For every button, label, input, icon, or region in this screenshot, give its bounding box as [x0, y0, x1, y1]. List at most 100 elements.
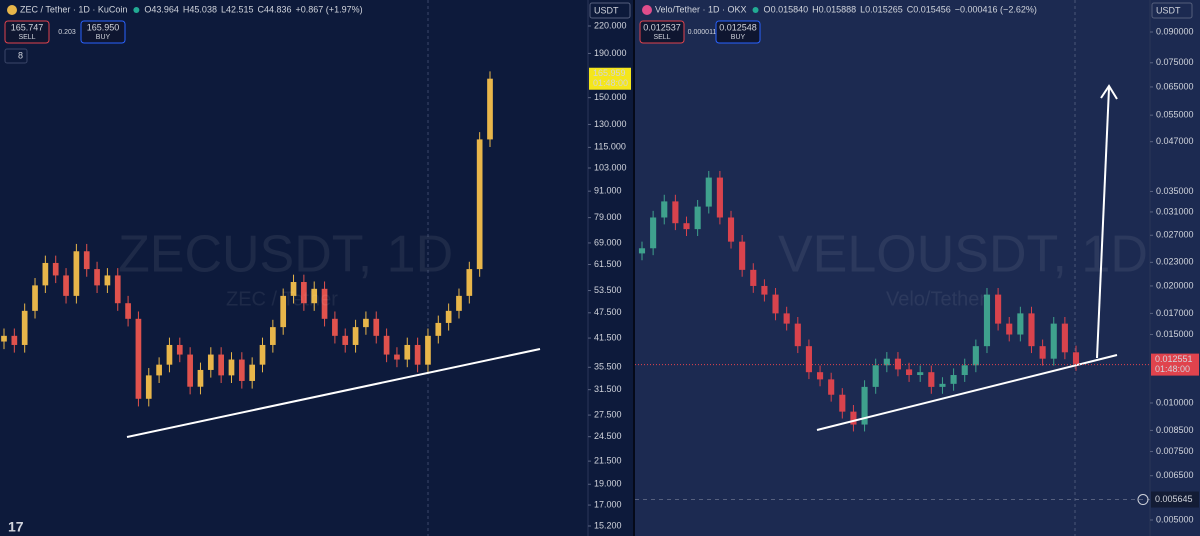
sell-button[interactable] — [639, 20, 685, 44]
y-tick-label: 0.075000 — [1156, 57, 1194, 67]
candle-body — [259, 344, 266, 365]
candle-body — [83, 251, 90, 270]
y-tick-label: 190.000 — [594, 48, 627, 58]
sell-label[interactable]: SELL — [18, 34, 35, 41]
arrow-head — [1100, 84, 1118, 100]
candle-body — [321, 288, 328, 319]
logo: 17 — [8, 519, 24, 535]
candle-body — [332, 318, 338, 336]
candle-body — [650, 217, 657, 249]
indicators-toggle[interactable] — [4, 48, 28, 64]
spread: 0.000011 — [688, 29, 717, 36]
candle-body — [638, 248, 646, 254]
currency-button[interactable] — [589, 2, 631, 19]
candle-body — [249, 364, 256, 381]
candle-body — [1028, 313, 1035, 347]
buy-label[interactable]: BUY — [731, 34, 746, 41]
symbol[interactable]: Velo/Tether · 1D · OKX — [655, 4, 747, 14]
candle-body — [73, 251, 80, 296]
candle-body — [311, 288, 318, 304]
candle-body — [176, 344, 183, 355]
candle-body — [218, 354, 224, 376]
symbol-icon — [642, 5, 652, 15]
currency-button[interactable] — [1151, 2, 1193, 19]
buy-price[interactable]: 165.950 — [87, 22, 120, 32]
spread: 0.203 — [58, 29, 76, 36]
candle-body — [11, 335, 18, 345]
candle-body — [94, 269, 100, 286]
buy-price[interactable]: 0.012548 — [719, 22, 757, 32]
watermark-sub: ZEC / Tether — [226, 288, 338, 310]
candle-body — [435, 322, 442, 336]
symbol[interactable]: ZEC / Tether · 1D · KuCoin — [20, 4, 127, 14]
candle-body — [972, 346, 979, 366]
candle-body — [805, 346, 812, 373]
candle-body — [861, 386, 868, 425]
sell-label[interactable]: SELL — [653, 34, 670, 41]
y-tick-label: 41.500 — [594, 332, 622, 342]
candle-body — [487, 78, 493, 140]
y-tick-label: 69.000 — [594, 237, 622, 247]
ohlc-key: O — [144, 4, 151, 14]
ohlc-key: L — [860, 4, 865, 14]
candle-body — [1072, 352, 1080, 364]
candle-body — [363, 318, 369, 328]
y-tick-label: 27.500 — [594, 409, 622, 419]
marks — [1, 71, 1080, 432]
indicators-count[interactable]: 8 — [18, 50, 23, 60]
status-dot — [752, 7, 759, 13]
candle-body — [238, 359, 245, 381]
price-tag: 0.012551 — [1155, 354, 1193, 364]
watermark: VELOUSDT, 1D — [778, 226, 1148, 284]
candle-body — [197, 369, 204, 387]
y-tick-label: 0.020000 — [1156, 280, 1194, 290]
price-tag-bg — [589, 67, 631, 90]
candle-body — [894, 358, 902, 370]
y-tick-label: 115.000 — [594, 142, 626, 152]
buy-label[interactable]: BUY — [96, 34, 111, 41]
buy-button[interactable] — [715, 20, 761, 44]
ohlc-value: 42.515 — [226, 4, 254, 14]
ohlc-value: 43.964 — [151, 4, 179, 14]
buy-button[interactable] — [80, 20, 126, 44]
candle-body — [342, 335, 349, 345]
candle-body — [404, 344, 411, 360]
crosshair-plus[interactable] — [1137, 494, 1149, 506]
ohlc-value: 45.038 — [189, 4, 217, 14]
candle-body — [783, 313, 790, 324]
candle-body — [828, 379, 835, 395]
candle-body — [456, 295, 462, 311]
status-dot — [133, 7, 140, 13]
currency[interactable]: USDT — [1156, 5, 1181, 15]
ohlc-key: L — [221, 4, 226, 14]
candle-body — [1, 335, 7, 342]
watermark: ZECUSDT, 1D — [118, 226, 453, 284]
ohlc-value: 0.015888 — [819, 4, 857, 14]
candle-body — [425, 335, 431, 365]
ohlc-key: C — [258, 4, 265, 14]
candle-body — [661, 201, 668, 218]
candle-body — [104, 275, 111, 286]
sell-price[interactable]: 0.012537 — [643, 22, 681, 32]
change: −0.000416 (−2.62%) — [955, 4, 1037, 14]
candle-body — [839, 394, 846, 412]
ohlc-value: 0.015456 — [913, 4, 951, 14]
trend-line — [816, 354, 1118, 431]
candle-body — [1017, 313, 1024, 335]
y-tick-label: 0.047000 — [1156, 136, 1194, 146]
y-tick-label: 0.027000 — [1156, 230, 1194, 240]
candle-body — [928, 372, 935, 387]
sell-price[interactable]: 165.747 — [11, 22, 44, 32]
candle-body — [373, 318, 380, 336]
currency[interactable]: USDT — [594, 5, 619, 15]
y-tick-label: 103.000 — [594, 162, 627, 172]
candle-body — [135, 318, 142, 399]
y-tick-label: 19.000 — [594, 479, 622, 489]
candle-body — [761, 285, 768, 295]
crosshair-tag-bg — [1151, 491, 1199, 508]
candle-body — [466, 269, 473, 296]
candle-body — [207, 354, 214, 370]
candle-body — [1039, 346, 1046, 359]
sell-button[interactable] — [4, 20, 50, 44]
y-tick-label: 0.005000 — [1156, 514, 1194, 524]
